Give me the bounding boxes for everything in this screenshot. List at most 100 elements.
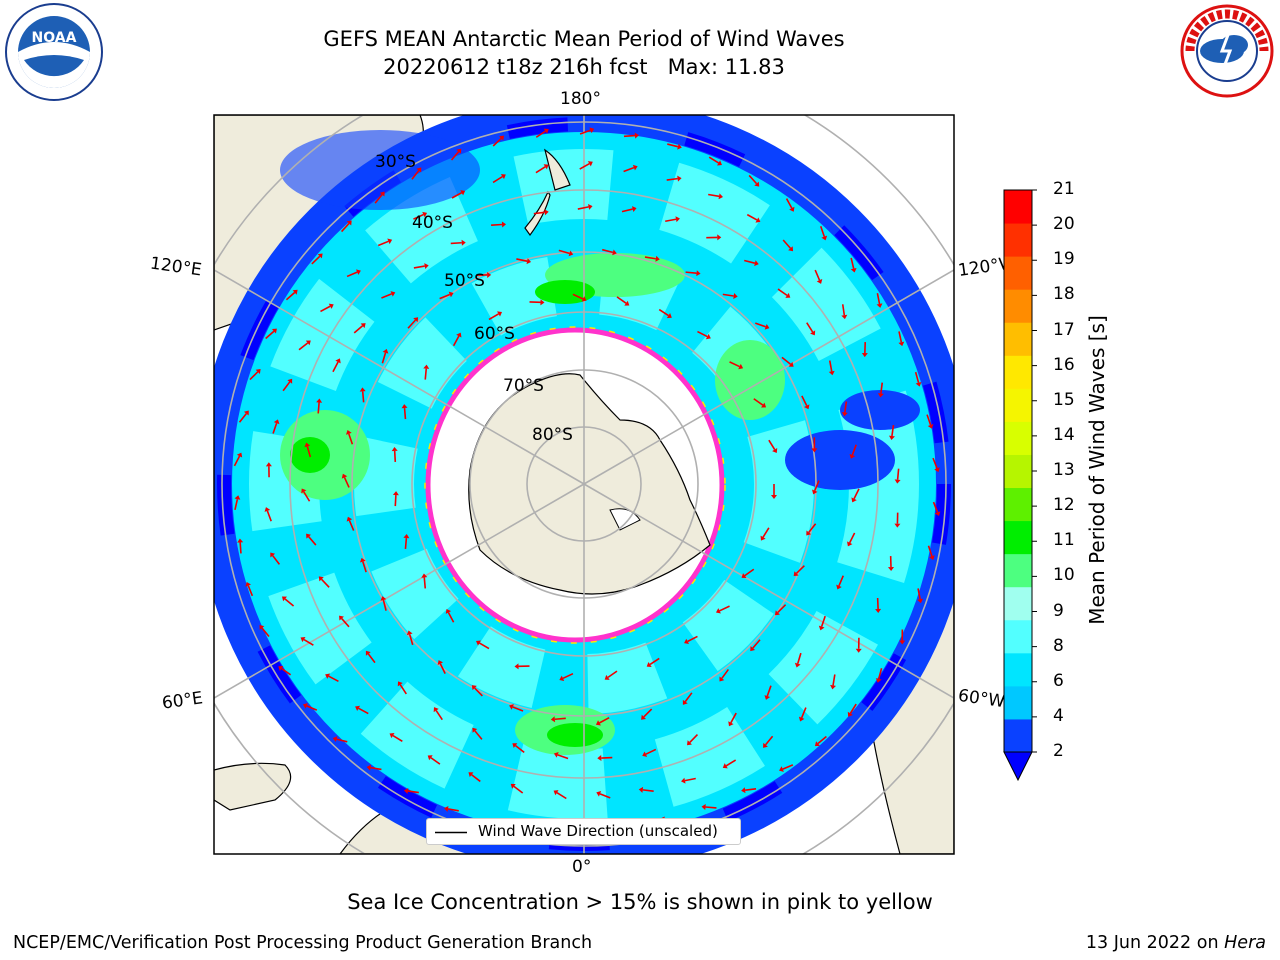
wind-arrow — [623, 132, 639, 139]
wind-arrow — [285, 289, 298, 301]
wind-arrow — [377, 238, 393, 247]
colorbar-segment — [1004, 322, 1032, 356]
lon-label-180: 180° — [560, 89, 601, 109]
wind-arrow — [932, 457, 940, 473]
wind-arrow — [746, 213, 761, 223]
wind-arrow — [282, 378, 293, 392]
antarctica-land — [468, 373, 711, 595]
svg-text:NOAA: NOAA — [32, 30, 77, 46]
wind-arrow — [828, 360, 835, 376]
wind-arrow — [794, 652, 802, 668]
wind-arrow — [782, 239, 794, 252]
lat-label-60s: 60°S — [474, 324, 515, 344]
colorbar-segment — [1004, 454, 1032, 489]
wind-arrow — [245, 581, 254, 597]
wind-arrow — [836, 575, 844, 590]
footer-branch: NCEP/EMC/Verification Post Processing Pr… — [13, 933, 593, 953]
wind-arrow — [359, 387, 366, 403]
wind-arrow — [604, 670, 618, 680]
wind-arrow — [644, 255, 660, 262]
wind-arrow — [798, 707, 807, 722]
wind-arrow — [841, 401, 848, 417]
colorbar-tick-label: 10 — [1053, 565, 1075, 586]
wind-arrow — [665, 216, 680, 223]
wind-arrow — [476, 271, 492, 278]
wind-arrow — [760, 527, 770, 541]
wind-arrow — [684, 635, 698, 645]
wind-arrow — [917, 588, 924, 604]
wind-arrow — [553, 790, 567, 800]
wind-arrow — [753, 398, 767, 408]
wind-arrow — [681, 777, 696, 784]
wind-arrow — [621, 206, 637, 213]
wind-arrow — [516, 258, 532, 265]
wind-arrow — [748, 174, 760, 187]
lat-label-80s: 80°S — [532, 425, 573, 445]
wind-arrow — [437, 660, 446, 674]
wind-arrow — [697, 330, 711, 340]
colorbar-tick-label: 4 — [1053, 705, 1064, 726]
wind-arrow — [888, 424, 895, 440]
wind-arrow — [444, 805, 459, 812]
wind-arrow — [701, 804, 717, 810]
wind-arrow — [380, 596, 387, 611]
wind-arrow — [595, 716, 610, 726]
graticule — [214, 115, 954, 854]
colorbar-tick-label: 15 — [1053, 389, 1075, 410]
wind-arrow — [666, 175, 682, 182]
wind-arrow — [559, 672, 574, 682]
wind-arrow — [685, 270, 701, 277]
wind-arrow — [332, 358, 341, 373]
wind-arrow — [413, 263, 429, 270]
colorbar-segment — [1004, 223, 1032, 257]
colorbar-tick-label: 12 — [1053, 495, 1075, 516]
colorbar-segment — [1004, 355, 1032, 389]
lat-label-30s: 30°S — [375, 152, 416, 172]
wind-arrow — [320, 303, 334, 313]
footer-date: 13 Jun 2022 on Hera — [1086, 933, 1266, 953]
wind-arrow — [793, 565, 805, 577]
wind-arrow — [450, 148, 462, 161]
wind-arrow — [433, 707, 443, 721]
colorbar-tick-label: 13 — [1053, 460, 1075, 480]
wind-arrow — [715, 605, 730, 614]
wind-arrow — [359, 557, 367, 573]
wind-arrow — [476, 640, 490, 650]
wind-arrow — [492, 174, 506, 184]
wind-arrow — [366, 764, 382, 771]
wind-arrow — [510, 783, 524, 794]
wind-arrow — [887, 556, 894, 572]
lat-label-70s: 70°S — [503, 376, 544, 396]
wind-arrow — [850, 257, 857, 273]
wind-arrow — [558, 249, 574, 257]
wind-arrow — [471, 685, 483, 697]
colorbar-tick-label: 17 — [1053, 319, 1075, 340]
wind-arrow — [898, 331, 905, 347]
wind-arrow — [265, 462, 272, 478]
wind-arrow — [750, 639, 761, 652]
wind-arrow — [744, 259, 759, 267]
wind-arrow — [450, 239, 466, 246]
wind-arrow — [345, 430, 354, 445]
wind-arrow — [535, 164, 549, 174]
wind-arrow — [819, 225, 828, 241]
wind-arrow — [427, 755, 441, 765]
wind-arrow — [301, 488, 311, 502]
wind-arrow — [339, 615, 350, 628]
wind-arrow — [401, 404, 408, 420]
wind-arrow — [847, 703, 857, 717]
wind-arrow — [472, 727, 483, 740]
wind-arrow — [365, 650, 376, 664]
wind-arrow — [550, 716, 566, 723]
wind-arrow — [514, 663, 530, 670]
wind-arrow — [259, 624, 270, 638]
wind-arrow — [407, 317, 419, 329]
wind-arrow — [491, 221, 507, 228]
colorbar-tick-label: 6 — [1053, 670, 1064, 691]
colorbar-segment — [1004, 388, 1032, 422]
wind-arrow — [914, 371, 922, 387]
wind-arrow — [801, 395, 810, 410]
wind-arrow — [841, 304, 848, 320]
